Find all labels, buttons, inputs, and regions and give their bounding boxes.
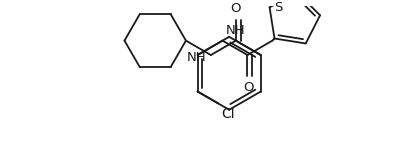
Text: Cl: Cl: [221, 107, 235, 121]
Text: NH: NH: [186, 51, 206, 64]
Text: O: O: [231, 2, 241, 15]
Text: O: O: [243, 81, 254, 94]
Text: NH: NH: [225, 24, 245, 37]
Text: S: S: [274, 1, 283, 14]
